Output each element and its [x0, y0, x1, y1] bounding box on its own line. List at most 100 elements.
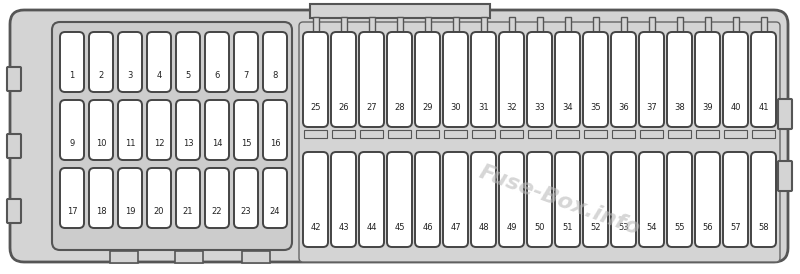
FancyBboxPatch shape	[415, 152, 440, 247]
FancyBboxPatch shape	[234, 100, 258, 160]
Text: 32: 32	[506, 104, 517, 113]
FancyBboxPatch shape	[639, 152, 664, 247]
FancyBboxPatch shape	[667, 32, 692, 127]
FancyBboxPatch shape	[205, 32, 229, 92]
FancyBboxPatch shape	[471, 32, 496, 127]
Bar	[733, 17, 738, 33]
Bar	[425, 17, 430, 33]
Bar	[640, 130, 663, 138]
Bar	[369, 17, 374, 33]
Bar	[481, 17, 486, 33]
Text: 27: 27	[366, 104, 377, 113]
Text: 55: 55	[674, 224, 685, 233]
FancyBboxPatch shape	[52, 22, 292, 250]
Text: 52: 52	[590, 224, 601, 233]
Text: 34: 34	[562, 104, 573, 113]
Bar	[397, 17, 402, 33]
Text: 14: 14	[212, 139, 222, 148]
Text: 29: 29	[422, 104, 433, 113]
FancyBboxPatch shape	[443, 152, 468, 247]
FancyBboxPatch shape	[583, 152, 608, 247]
Text: 31: 31	[478, 104, 489, 113]
FancyBboxPatch shape	[471, 152, 496, 247]
Bar	[509, 17, 514, 33]
Text: 18: 18	[96, 207, 106, 216]
Text: 35: 35	[590, 104, 601, 113]
Bar	[500, 130, 523, 138]
Text: 25: 25	[310, 104, 321, 113]
Bar	[388, 130, 411, 138]
Text: 13: 13	[182, 139, 194, 148]
Text: 48: 48	[478, 224, 489, 233]
FancyBboxPatch shape	[443, 32, 468, 127]
Bar	[444, 130, 467, 138]
FancyBboxPatch shape	[118, 32, 142, 92]
Text: 56: 56	[702, 224, 713, 233]
Text: 54: 54	[646, 224, 657, 233]
Text: 45: 45	[394, 224, 405, 233]
FancyBboxPatch shape	[89, 168, 113, 228]
Text: 46: 46	[422, 224, 433, 233]
Bar	[668, 130, 691, 138]
Bar	[528, 130, 551, 138]
Bar	[565, 17, 570, 33]
Text: 37: 37	[646, 104, 657, 113]
Text: 22: 22	[212, 207, 222, 216]
Text: 51: 51	[562, 224, 573, 233]
Text: 17: 17	[66, 207, 78, 216]
FancyBboxPatch shape	[751, 32, 776, 127]
Text: 9: 9	[70, 139, 74, 148]
FancyBboxPatch shape	[695, 32, 720, 127]
FancyBboxPatch shape	[583, 32, 608, 127]
FancyBboxPatch shape	[723, 152, 748, 247]
Bar	[110, 251, 138, 263]
FancyBboxPatch shape	[176, 32, 200, 92]
Text: 49: 49	[506, 224, 517, 233]
Text: 26: 26	[338, 104, 349, 113]
Bar	[310, 4, 490, 18]
FancyBboxPatch shape	[331, 152, 356, 247]
Bar	[649, 17, 654, 33]
Text: 33: 33	[534, 104, 545, 113]
FancyBboxPatch shape	[751, 152, 776, 247]
FancyBboxPatch shape	[359, 152, 384, 247]
FancyBboxPatch shape	[60, 168, 84, 228]
Text: 1: 1	[70, 71, 74, 80]
FancyBboxPatch shape	[7, 67, 21, 91]
FancyBboxPatch shape	[118, 168, 142, 228]
FancyBboxPatch shape	[499, 32, 524, 127]
FancyBboxPatch shape	[234, 32, 258, 92]
Bar	[556, 130, 579, 138]
Text: 2: 2	[98, 71, 104, 80]
FancyBboxPatch shape	[7, 199, 21, 223]
Text: 23: 23	[241, 207, 251, 216]
FancyBboxPatch shape	[359, 32, 384, 127]
FancyBboxPatch shape	[555, 152, 580, 247]
Text: 40: 40	[730, 104, 741, 113]
Text: 12: 12	[154, 139, 164, 148]
Text: 5: 5	[186, 71, 190, 80]
Bar	[752, 130, 775, 138]
FancyBboxPatch shape	[60, 100, 84, 160]
FancyBboxPatch shape	[7, 134, 21, 158]
FancyBboxPatch shape	[695, 152, 720, 247]
FancyBboxPatch shape	[147, 100, 171, 160]
FancyBboxPatch shape	[723, 32, 748, 127]
Bar	[341, 17, 346, 33]
FancyBboxPatch shape	[10, 10, 788, 262]
Bar	[621, 17, 626, 33]
FancyBboxPatch shape	[118, 100, 142, 160]
Text: 15: 15	[241, 139, 251, 148]
Text: 44: 44	[366, 224, 377, 233]
FancyBboxPatch shape	[263, 32, 287, 92]
Text: 41: 41	[758, 104, 769, 113]
Bar	[537, 17, 542, 33]
FancyBboxPatch shape	[667, 152, 692, 247]
FancyBboxPatch shape	[89, 32, 113, 92]
Bar	[416, 130, 439, 138]
Text: 36: 36	[618, 104, 629, 113]
Text: 39: 39	[702, 104, 713, 113]
Bar	[472, 130, 495, 138]
FancyBboxPatch shape	[263, 168, 287, 228]
Bar	[304, 130, 327, 138]
